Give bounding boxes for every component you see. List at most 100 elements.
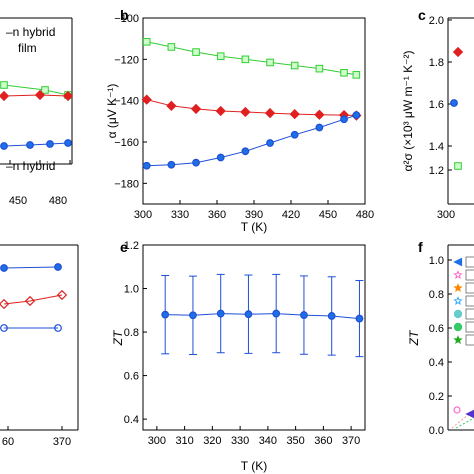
data-point xyxy=(289,108,300,120)
f-legend-box xyxy=(465,295,474,307)
panel-a-series xyxy=(0,81,74,150)
panel-e-series xyxy=(161,273,364,358)
data-point xyxy=(241,55,250,64)
f-legend-marker xyxy=(453,322,463,332)
f-y-tick-label: 0.6 xyxy=(429,323,444,335)
f-legend-marker xyxy=(453,270,463,279)
f-series-line xyxy=(451,409,474,429)
data-point xyxy=(352,71,361,79)
panel-f-partial: f 1.0 0.8 0.6 0.4 0.2 0.0 ZT xyxy=(407,239,474,437)
c-data-point xyxy=(454,162,462,170)
data-point xyxy=(300,311,308,319)
d-data-point xyxy=(24,295,36,307)
x-tick-label: 390 xyxy=(245,209,263,221)
series-line-1 xyxy=(146,99,357,116)
x-tick-label: 330 xyxy=(231,435,249,447)
d-data-point xyxy=(54,324,62,332)
panel-d-x-tick-label: 370 xyxy=(53,436,71,448)
series-line-2 xyxy=(146,114,357,167)
panel-b-line-chart: b 300 330 360 390 420 450 480 −100 −120 −140 −160… xyxy=(105,7,374,234)
d-data-point xyxy=(0,324,8,332)
f-legend-marker xyxy=(453,257,463,267)
panel-a-x-tick-label: 450 xyxy=(9,195,27,207)
data-point xyxy=(315,123,324,132)
f-legend-box xyxy=(465,269,474,281)
x-tick-label: 300 xyxy=(148,435,166,447)
d-data-point xyxy=(0,264,8,272)
data-point xyxy=(340,115,348,124)
data-point xyxy=(166,100,177,111)
c-y-tick-label: 1.8 xyxy=(429,57,444,69)
data-point xyxy=(290,130,299,139)
data-point xyxy=(266,58,274,67)
panel-b-y-ticks: −100 −120 −140 −160 −180 xyxy=(114,13,147,190)
panel-label-b: b xyxy=(120,7,129,23)
data-point xyxy=(266,139,274,147)
x-tick-label: 450 xyxy=(319,209,337,221)
x-tick-label: 340 xyxy=(259,435,277,447)
panel-f-legend xyxy=(453,256,474,346)
panel-b-series xyxy=(141,37,362,170)
data-point xyxy=(355,314,364,323)
data-point xyxy=(216,52,225,61)
x-tick-label: 330 xyxy=(171,209,189,221)
panel-c-y-axis-label: α²σ (×10³ μW m⁻¹ K⁻²) xyxy=(401,51,415,172)
data-point xyxy=(142,37,151,46)
x-tick-label: 350 xyxy=(286,435,304,447)
f-y-tick-label: 0.4 xyxy=(429,357,444,369)
panel-label-c: c xyxy=(418,7,426,23)
c-y-tick-label: 2.0 xyxy=(429,15,444,27)
panel-d-series xyxy=(0,263,68,332)
f-legend-box xyxy=(465,321,474,333)
f-series-line xyxy=(455,417,474,429)
panel-c-y-ticks: 2.0 1.8 1.6 1.4 1.2 xyxy=(429,15,452,177)
c-y-tick-label: 1.4 xyxy=(429,141,444,153)
d-data-point xyxy=(0,298,10,310)
data-point xyxy=(290,61,299,70)
y-tick-label: 0.8 xyxy=(124,327,139,339)
panel-b-y-axis-label: α (μV K⁻¹) xyxy=(105,84,119,139)
c-y-tick-label: 1.2 xyxy=(429,165,444,177)
f-legend-box xyxy=(465,282,474,294)
panel-e-y-axis-label: ZT xyxy=(111,329,125,346)
data-point xyxy=(244,310,253,319)
panel-f-series xyxy=(451,406,474,429)
panel-label-e: e xyxy=(120,239,128,255)
c-data-point xyxy=(452,46,464,58)
panel-a-x-tick-label: 480 xyxy=(49,195,67,207)
panel-a-legend-text: film xyxy=(18,41,37,55)
panel-e-x-axis-label: T (K) xyxy=(241,459,267,473)
a-data-point xyxy=(0,81,8,89)
data-point xyxy=(241,147,250,156)
a-data-point xyxy=(62,90,74,102)
panel-a-partial: 450 480 –n hybrid film –n hybrid xyxy=(0,17,74,207)
f-legend-marker xyxy=(453,296,463,305)
f-data-point xyxy=(453,406,461,414)
f-legend-marker xyxy=(453,309,463,319)
y-tick-label: 0.4 xyxy=(124,414,139,426)
panel-d-x-tick-label: 60 xyxy=(2,436,14,448)
data-point xyxy=(190,103,202,115)
panel-f-y-axis-label: ZT xyxy=(407,329,421,346)
y-tick-label: −120 xyxy=(114,54,139,66)
panel-e-line-chart: e 300 310 320 330 340 350 360 370 0.4 0.6 0.8 1.0 1… xyxy=(111,239,366,473)
f-y-tick-label: 1.0 xyxy=(429,255,444,267)
a-data-point xyxy=(64,139,72,147)
x-tick-label: 360 xyxy=(208,209,226,221)
series-line-0 xyxy=(146,41,357,76)
panel-e-y-ticks: 0.4 0.6 0.8 1.0 1.2 xyxy=(124,240,147,426)
data-point xyxy=(216,309,225,318)
x-tick-label: 320 xyxy=(203,435,221,447)
data-point xyxy=(142,161,151,170)
f-y-tick-label: 0.0 xyxy=(429,425,444,437)
x-tick-label: 310 xyxy=(175,435,193,447)
panel-a-legend-text: –n hybrid xyxy=(6,25,55,39)
panel-b-x-axis-label: T (K) xyxy=(241,220,267,234)
c-data-point xyxy=(450,99,458,107)
f-legend-box xyxy=(465,308,474,320)
a-data-point xyxy=(41,86,49,94)
y-tick-label: 0.6 xyxy=(124,371,139,383)
panel-e-x-ticks: 300 310 320 330 340 350 360 370 xyxy=(148,426,360,447)
y-tick-label: 1.2 xyxy=(124,240,139,252)
